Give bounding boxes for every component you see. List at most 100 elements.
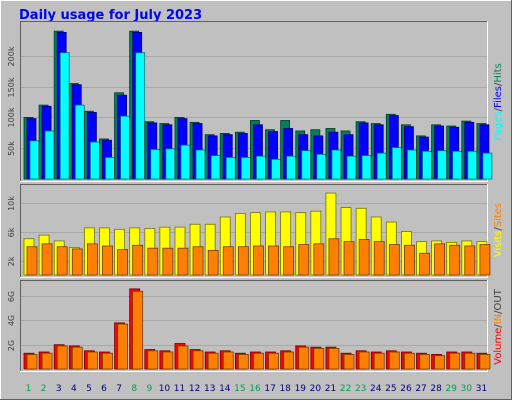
day-label-1: 1 <box>26 384 32 394</box>
legend-word: Files <box>493 86 504 108</box>
day-label-6: 6 <box>101 384 107 394</box>
bar-pages-day-27 <box>422 150 432 180</box>
day-label-24: 24 <box>370 384 382 394</box>
y-tick-label: 10k <box>7 196 16 211</box>
bar-sites-day-6 <box>102 245 113 276</box>
day-label-29: 29 <box>446 384 458 394</box>
bar-in-day-28 <box>434 355 446 370</box>
day-label-23: 23 <box>355 384 366 394</box>
bar-in-day-17 <box>268 352 279 370</box>
bar-sites-day-2 <box>41 243 53 276</box>
bar-sites-day-12 <box>192 246 204 276</box>
panel-pages-files-hits: 50k 100k 150k 200k <box>7 21 493 182</box>
chart-panels: 50k 100k 150k 200k 2k 6k 10k 2G 4G 6G <box>7 21 493 372</box>
legend-word: / <box>493 324 504 328</box>
day-label-15: 15 <box>234 384 245 394</box>
bar-sites-day-4 <box>71 248 83 276</box>
day-label-17: 17 <box>264 384 275 394</box>
bar-pages-day-19 <box>301 150 312 180</box>
bar-in-day-12 <box>192 350 204 370</box>
bar-sites-day-8 <box>132 244 144 276</box>
bar-in-day-13 <box>207 352 219 370</box>
panel-legend-visits-sites: Visits/Sites <box>493 203 504 257</box>
day-label-10: 10 <box>159 384 171 394</box>
bar-pages-day-16 <box>256 155 266 180</box>
bar-in-day-24 <box>373 352 385 370</box>
day-label-2: 2 <box>41 384 47 394</box>
bar-pages-day-23 <box>361 155 372 180</box>
legend-word: / <box>493 107 504 111</box>
day-label-14: 14 <box>219 384 231 394</box>
bar-pages-day-30 <box>467 150 478 180</box>
day-label-31: 31 <box>476 384 487 394</box>
legend-word: Hits <box>493 63 504 82</box>
bar-sites-day-25 <box>388 244 400 276</box>
y-tick-label: 200k <box>7 46 16 66</box>
day-label-11: 11 <box>174 384 185 394</box>
bar-sites-day-14 <box>222 246 234 276</box>
bar-in-day-19 <box>298 346 310 370</box>
y-tick-label: 6G <box>7 291 16 302</box>
bar-sites-day-28 <box>434 243 446 276</box>
bar-in-day-5 <box>86 351 98 370</box>
bar-pages-day-4 <box>74 104 85 180</box>
bar-in-day-26 <box>404 352 415 370</box>
bar-in-day-15 <box>237 354 249 370</box>
bar-sites-day-26 <box>404 244 415 276</box>
bar-in-day-10 <box>162 351 174 370</box>
bar-pages-day-1 <box>29 140 40 180</box>
y-tick-label: 2k <box>7 256 16 266</box>
bar-pages-day-10 <box>165 148 176 180</box>
legend-word: / <box>493 310 504 314</box>
bar-sites-day-31 <box>479 244 491 276</box>
bar-pages-day-14 <box>225 157 236 180</box>
bar-in-day-18 <box>283 351 295 370</box>
bar-pages-day-17 <box>271 158 281 180</box>
bar-sites-day-7 <box>117 249 128 276</box>
bar-sites-day-10 <box>162 247 174 276</box>
panel-volume: 2G 4G 6G <box>7 280 491 372</box>
bar-in-day-11 <box>177 345 189 370</box>
bar-sites-day-27 <box>419 252 430 276</box>
day-label-5: 5 <box>86 384 92 394</box>
bar-pages-day-6 <box>105 157 115 180</box>
bar-pages-day-25 <box>391 147 402 180</box>
day-label-8: 8 <box>131 384 137 394</box>
bar-pages-day-29 <box>452 150 463 180</box>
bar-in-day-6 <box>102 352 113 370</box>
bar-in-day-14 <box>222 351 234 370</box>
bar-in-day-22 <box>343 354 355 370</box>
bar-in-day-2 <box>41 352 53 370</box>
legend-word: IN <box>493 314 504 324</box>
bar-in-day-27 <box>419 354 430 370</box>
bar-pages-day-28 <box>437 150 448 180</box>
chart-title: Daily usage for July 2023 <box>19 8 202 23</box>
panel-legend-volume: Volume/IN/OUT <box>493 288 504 365</box>
bar-sites-day-5 <box>86 243 98 276</box>
bar-in-day-20 <box>313 347 325 370</box>
bar-sites-day-9 <box>147 247 159 276</box>
y-tick-label: 50k <box>7 141 16 156</box>
panel-legend-pages-files-hits: Pages/Files/Hits <box>493 63 504 141</box>
bar-sites-day-22 <box>343 241 355 276</box>
bar-in-day-8 <box>132 290 144 370</box>
bar-in-day-29 <box>449 352 461 370</box>
day-label-9: 9 <box>146 384 152 394</box>
bar-pages-day-5 <box>89 141 100 180</box>
day-label-22: 22 <box>340 384 351 394</box>
bar-sites-day-24 <box>373 241 385 276</box>
bar-in-day-7 <box>117 323 128 370</box>
day-label-12: 12 <box>189 384 200 394</box>
bar-in-day-3 <box>56 345 68 370</box>
day-label-20: 20 <box>310 384 322 394</box>
day-label-25: 25 <box>385 384 396 394</box>
bar-sites-day-29 <box>449 244 461 276</box>
bar-pages-day-9 <box>150 149 161 180</box>
bar-sites-day-21 <box>328 238 340 276</box>
bar-pages-day-8 <box>135 52 146 180</box>
day-labels: 1 2 3 4 5 6 7 8 9 10 11 12 13 14 15 16 17 18 19 20 21 22 23 24 2… <box>26 384 487 394</box>
bar-in-day-23 <box>358 351 370 370</box>
bar-pages-day-31 <box>482 152 493 180</box>
bar-pages-day-20 <box>316 153 327 180</box>
